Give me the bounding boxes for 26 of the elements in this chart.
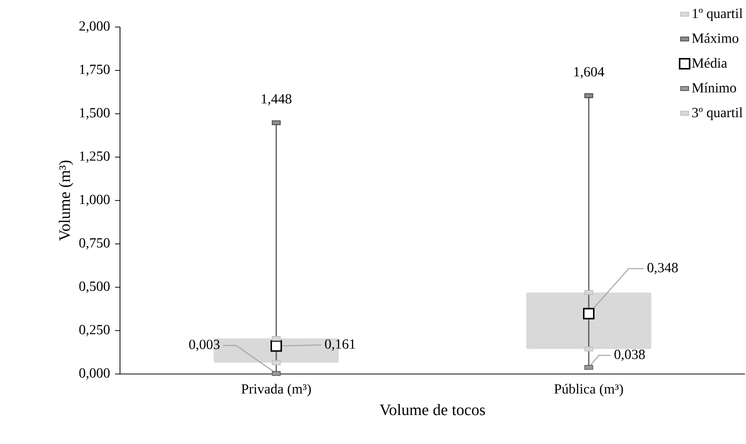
point [583, 308, 595, 320]
x-tick-label: Privada (m³) [241, 384, 311, 396]
y-tick-label: 1,500 [80, 108, 110, 120]
y-tick-label: 0,000 [79, 368, 110, 380]
y-tick-label: 1,000 [80, 194, 110, 206]
data-label: 0,348 [647, 262, 678, 274]
data-label: 1,604 [574, 67, 604, 78]
legend-label: 1º quartil [692, 8, 743, 22]
y-tick-label: 0,750 [79, 238, 110, 250]
data-label: 1,448 [262, 94, 292, 106]
legend-label: Máximo [692, 33, 738, 43]
data-label: 0,038 [614, 350, 645, 362]
y-tick-label: 1,750 [80, 64, 110, 76]
legend-label: 3º quartil [692, 107, 743, 120]
y-axis-title: Volume (m³) [58, 160, 74, 241]
point [270, 340, 282, 352]
legend-label: Média [692, 58, 728, 68]
x-tick-label: Pública (m³) [554, 384, 623, 396]
y-tick-label: 0,500 [79, 282, 110, 293]
legend-label: Mínimo [692, 82, 736, 92]
data-label: 0,161 [324, 339, 356, 351]
y-tick-label: 0,250 [79, 324, 110, 336]
y-tick-label: 1,250 [80, 151, 110, 163]
y-tick-label: 2,000 [79, 21, 110, 33]
x-axis-title: Volume de tocos [380, 404, 485, 416]
data-label: 0,003 [189, 340, 220, 352]
